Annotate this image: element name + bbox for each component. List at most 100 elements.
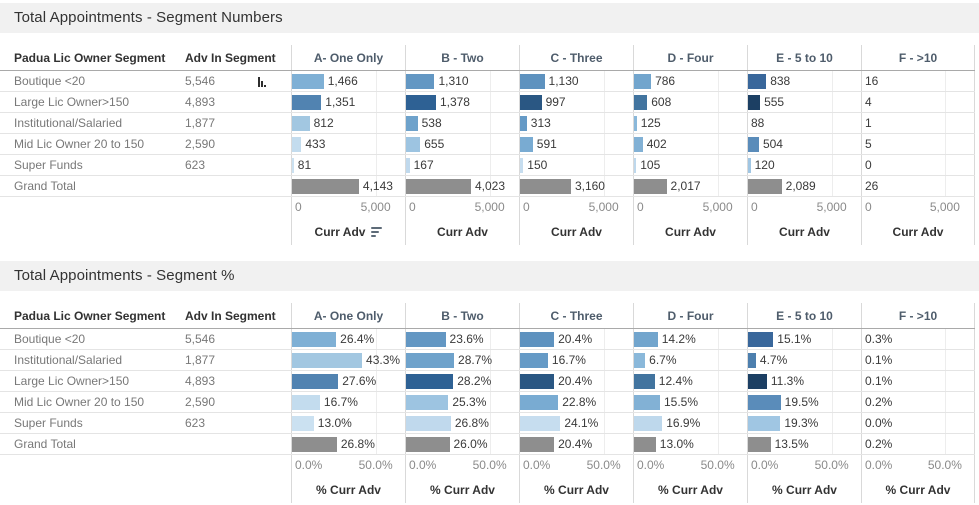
bar[interactable] [520, 331, 555, 347]
bar[interactable] [406, 331, 446, 347]
bar[interactable] [406, 73, 435, 89]
row-label[interactable]: Institutional/Salaried [14, 353, 123, 367]
column-header-bucket-4[interactable]: D - Four [633, 303, 747, 328]
bar[interactable] [748, 94, 761, 110]
axis-title[interactable]: Curr Adv [314, 225, 366, 239]
column-header-adv-in-segment[interactable]: Adv In Segment [185, 51, 276, 65]
axis-title[interactable]: Curr Adv [551, 225, 602, 239]
bar[interactable] [748, 73, 767, 89]
bar[interactable] [292, 415, 314, 431]
bar[interactable] [406, 436, 450, 452]
bar[interactable] [520, 352, 548, 368]
axis-title[interactable]: Curr Adv [892, 225, 944, 239]
row-label[interactable]: Institutional/Salaried [14, 116, 123, 130]
bar[interactable] [292, 352, 363, 368]
bar[interactable] [520, 73, 545, 89]
bar[interactable] [634, 373, 655, 389]
bar[interactable] [292, 373, 339, 389]
bar[interactable] [634, 73, 652, 89]
axis-title[interactable]: % Curr Adv [430, 483, 495, 497]
bar[interactable] [406, 373, 454, 389]
bar[interactable] [292, 115, 310, 131]
row-label[interactable]: Large Lic Owner>150 [14, 374, 130, 388]
bar[interactable] [748, 373, 767, 389]
column-header-bucket-5[interactable]: E - 5 to 10 [747, 303, 861, 328]
bar[interactable] [406, 157, 410, 173]
axis-title[interactable]: % Curr Adv [658, 483, 723, 497]
bar[interactable] [520, 94, 542, 110]
bar[interactable] [292, 94, 322, 110]
row-label[interactable]: Boutique <20 [14, 332, 86, 346]
column-header-bucket-5[interactable]: E - 5 to 10 [747, 45, 861, 70]
bar[interactable] [634, 415, 663, 431]
column-header-segment[interactable]: Padua Lic Owner Segment [14, 51, 166, 65]
bar[interactable] [748, 136, 759, 152]
bar[interactable] [748, 331, 774, 347]
row-label[interactable]: Large Lic Owner>150 [14, 95, 130, 109]
column-header-bucket-3[interactable]: C - Three [519, 45, 633, 70]
bar[interactable] [406, 352, 455, 368]
row-label[interactable]: Mid Lic Owner 20 to 150 [14, 395, 145, 409]
bar[interactable] [292, 394, 320, 410]
axis-title[interactable]: % Curr Adv [316, 483, 381, 497]
bar[interactable] [634, 115, 637, 131]
column-header-bucket-2[interactable]: B - Two [405, 45, 519, 70]
bar[interactable] [748, 436, 771, 452]
row-label[interactable]: Grand Total [14, 437, 76, 451]
bar[interactable] [520, 115, 527, 131]
axis-title[interactable]: % Curr Adv [772, 483, 837, 497]
bar[interactable] [406, 415, 451, 431]
row-label[interactable]: Super Funds [14, 158, 83, 172]
row-label[interactable]: Super Funds [14, 416, 83, 430]
bar[interactable] [520, 394, 559, 410]
bar[interactable] [520, 136, 533, 152]
bar[interactable] [748, 394, 781, 410]
bar[interactable] [520, 436, 555, 452]
bar[interactable] [520, 178, 571, 194]
bar[interactable] [634, 394, 660, 410]
row-label[interactable]: Boutique <20 [14, 74, 86, 88]
axis-title[interactable]: Curr Adv [779, 225, 830, 239]
bar[interactable] [292, 178, 359, 194]
column-header-bucket-3[interactable]: C - Three [519, 303, 633, 328]
axis-title[interactable]: % Curr Adv [885, 483, 951, 497]
bar[interactable] [748, 178, 782, 194]
row-label[interactable]: Grand Total [14, 179, 76, 193]
bar[interactable] [406, 178, 471, 194]
axis-title[interactable]: Curr Adv [665, 225, 716, 239]
bar[interactable] [634, 157, 637, 173]
bar[interactable] [406, 94, 436, 110]
bar[interactable] [406, 115, 418, 131]
column-header-bucket-6[interactable]: F - >10 [861, 45, 975, 70]
axis-title[interactable]: Curr Adv [437, 225, 488, 239]
bar[interactable] [634, 436, 656, 452]
bar[interactable] [292, 436, 337, 452]
axis-title[interactable]: % Curr Adv [544, 483, 609, 497]
mini-barchart-icon[interactable] [258, 76, 266, 87]
bar[interactable] [292, 157, 294, 173]
column-header-bucket-1[interactable]: A- One Only [291, 45, 405, 70]
bar[interactable] [634, 136, 643, 152]
bar[interactable] [520, 415, 561, 431]
bar[interactable] [520, 157, 524, 173]
bar[interactable] [634, 178, 667, 194]
row-label[interactable]: Mid Lic Owner 20 to 150 [14, 137, 145, 151]
column-header-bucket-2[interactable]: B - Two [405, 303, 519, 328]
bar[interactable] [520, 373, 555, 389]
column-header-adv-in-segment[interactable]: Adv In Segment [185, 309, 276, 323]
column-header-segment[interactable]: Padua Lic Owner Segment [14, 309, 166, 323]
bar[interactable] [292, 73, 324, 89]
bar[interactable] [292, 331, 337, 347]
bar[interactable] [634, 94, 648, 110]
bar[interactable] [406, 136, 421, 152]
column-header-bucket-1[interactable]: A- One Only [291, 303, 405, 328]
bar[interactable] [634, 352, 646, 368]
bar[interactable] [748, 157, 751, 173]
column-header-bucket-4[interactable]: D - Four [633, 45, 747, 70]
sort-descending-icon[interactable] [371, 226, 383, 238]
bar[interactable] [748, 415, 781, 431]
bar[interactable] [634, 331, 658, 347]
bar[interactable] [748, 352, 756, 368]
bar[interactable] [406, 394, 449, 410]
column-header-bucket-6[interactable]: F - >10 [861, 303, 975, 328]
